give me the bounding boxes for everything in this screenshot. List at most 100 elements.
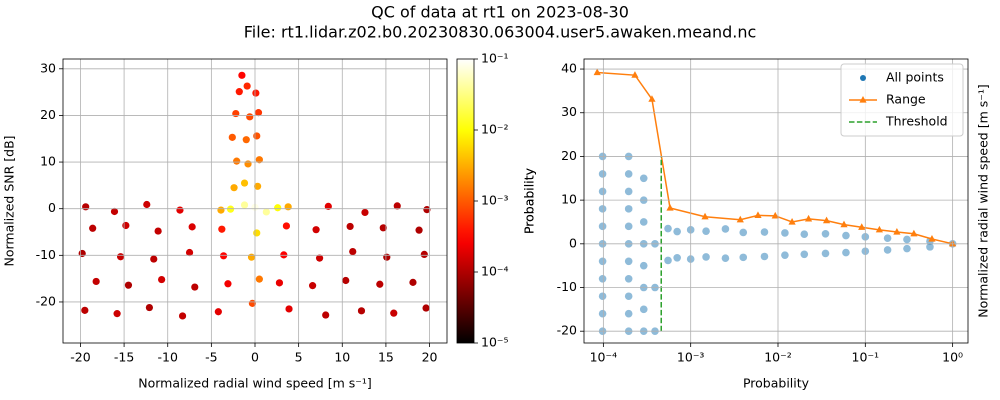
x-tick-label: 10 xyxy=(334,350,350,365)
point xyxy=(122,221,130,230)
point xyxy=(598,187,607,196)
point xyxy=(804,214,813,222)
point xyxy=(255,275,263,283)
point xyxy=(218,225,226,233)
point xyxy=(322,311,330,319)
point xyxy=(312,226,320,234)
point xyxy=(361,208,369,217)
point xyxy=(639,174,648,183)
point xyxy=(781,251,789,259)
y-tick-label: 10 xyxy=(40,154,56,169)
point xyxy=(840,220,848,228)
point xyxy=(821,249,830,258)
point xyxy=(771,211,779,219)
point xyxy=(254,109,263,117)
y2-axis-label: Normalized radial wind speed [m s⁻¹] xyxy=(976,84,991,317)
point xyxy=(349,247,357,256)
point xyxy=(282,222,291,230)
point xyxy=(154,227,162,235)
point xyxy=(89,224,97,232)
point xyxy=(673,227,681,236)
point xyxy=(788,217,796,225)
point xyxy=(315,254,324,262)
colorbar-tick-label: 10⁻⁴ xyxy=(481,264,509,279)
y-axis-label: Probability xyxy=(522,167,537,234)
point xyxy=(721,254,730,263)
point xyxy=(736,215,744,223)
point xyxy=(252,89,260,97)
point xyxy=(598,257,607,266)
point xyxy=(238,71,246,79)
point xyxy=(664,256,672,265)
colorbar-tick-label: 10⁻¹ xyxy=(481,51,509,66)
colorbar xyxy=(456,58,475,344)
point xyxy=(233,157,241,165)
point xyxy=(639,305,648,314)
x-tick-label: 10⁻¹ xyxy=(852,350,880,365)
point xyxy=(226,205,235,213)
point xyxy=(113,310,121,318)
point xyxy=(624,170,633,178)
point xyxy=(357,307,366,315)
point xyxy=(624,292,633,301)
plot-area xyxy=(593,68,957,336)
point xyxy=(176,206,184,214)
point xyxy=(598,222,607,231)
point xyxy=(423,206,431,214)
point xyxy=(188,223,196,231)
point xyxy=(721,225,730,233)
point xyxy=(280,251,288,259)
point xyxy=(191,283,199,291)
point xyxy=(230,184,238,192)
point xyxy=(346,222,354,231)
x-tick-label: -5 xyxy=(205,350,217,365)
y-tick-label: -20 xyxy=(557,323,577,338)
point xyxy=(242,136,250,144)
series-line xyxy=(597,71,953,245)
point xyxy=(253,229,261,237)
point xyxy=(143,200,151,209)
y-tick-label: 0 xyxy=(48,200,56,215)
x-tick-label: 10⁻³ xyxy=(677,350,705,365)
point xyxy=(217,206,225,214)
point xyxy=(598,205,607,213)
y-tick-label: 30 xyxy=(561,104,577,119)
x-tick-label: -15 xyxy=(114,350,134,365)
point xyxy=(781,229,789,237)
point xyxy=(673,253,681,262)
point xyxy=(150,255,158,263)
y-tick-label: 10 xyxy=(561,192,577,207)
y-axis-label: Normalized SNR [dB] xyxy=(2,135,17,266)
point xyxy=(701,212,709,220)
point xyxy=(928,235,936,242)
point xyxy=(842,248,850,257)
point xyxy=(255,156,263,164)
point xyxy=(598,274,607,283)
point xyxy=(858,223,866,230)
legend-marker xyxy=(860,75,866,81)
point xyxy=(639,261,648,270)
point xyxy=(92,277,100,286)
point xyxy=(821,229,830,238)
point xyxy=(285,305,293,313)
point xyxy=(145,303,153,312)
legend-marker xyxy=(859,96,867,103)
point xyxy=(324,202,332,210)
y-tick-label: 20 xyxy=(40,107,56,122)
point xyxy=(664,224,672,233)
point xyxy=(415,226,423,234)
x-tick-label: 5 xyxy=(295,350,303,365)
colorbar-label: Probability xyxy=(522,167,537,234)
point xyxy=(393,202,401,210)
point xyxy=(800,230,809,239)
point xyxy=(309,282,317,290)
y-tick-label: 20 xyxy=(561,148,577,163)
point xyxy=(422,304,430,312)
point xyxy=(342,276,350,285)
point xyxy=(275,279,284,287)
point xyxy=(624,205,633,213)
point xyxy=(284,203,292,211)
point xyxy=(228,133,236,141)
colorbar-tick-label: 10⁻³ xyxy=(481,193,509,208)
point xyxy=(903,244,911,253)
